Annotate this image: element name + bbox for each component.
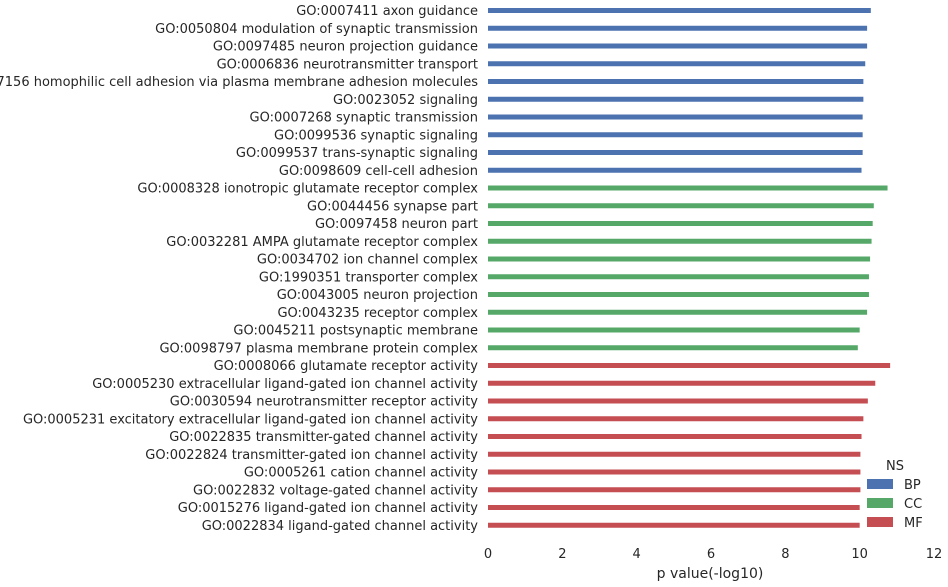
x-tick-label: 6 [707, 547, 715, 562]
legend-title: NS [886, 459, 904, 474]
category-label: GO:0022832 voltage-gated channel activit… [193, 483, 478, 498]
legend-swatch-bp [867, 479, 893, 489]
bar-go-0022824 [488, 451, 861, 457]
category-label: GO:0097458 neuron part [315, 217, 478, 232]
bar-go-0097458 [488, 221, 873, 226]
bar-go-1990351 [488, 274, 869, 280]
legend: NS BP CC MF [867, 459, 923, 531]
bar-go-0022832 [488, 487, 861, 493]
category-label: GO:0005231 excitatory extracellular liga… [23, 412, 478, 427]
category-label: GO:0034702 ion channel complex [257, 253, 478, 268]
category-label: GO:0032281 AMPA glutamate receptor compl… [166, 235, 478, 250]
bar-go-0030594 [488, 398, 868, 404]
bar-go-0007268 [488, 114, 863, 120]
category-label: GO:0015276 ligand-gated ion channel acti… [178, 501, 479, 516]
bar-go-0006836 [488, 61, 866, 67]
bar-go-0005230 [488, 380, 876, 386]
bar-go-0032281 [488, 238, 872, 244]
category-label: GO:0007268 synaptic transmission [250, 111, 478, 126]
category-label: GO:0045211 postsynaptic membrane [233, 324, 478, 339]
bar-go-0007156 [488, 79, 864, 84]
bar-go-0008328 [488, 185, 888, 191]
x-axis-ticks: 0 2 4 6 8 10 12 [484, 547, 942, 562]
bar-go-0005231 [488, 416, 864, 422]
category-label: GO:0044456 synapse part [307, 199, 478, 214]
x-tick-label: 10 [851, 547, 868, 562]
category-label: GO:0030594 neurotransmitter receptor act… [170, 395, 479, 410]
category-label: GO:0007156 homophilic cell adhesion via … [0, 75, 478, 90]
bar-go-0034702 [488, 256, 871, 262]
category-label: GO:0008066 glutamate receptor activity [214, 359, 479, 374]
legend-swatch-cc [867, 498, 893, 508]
bar-go-0045211 [488, 327, 860, 333]
x-tick-label: 2 [558, 547, 566, 562]
bar-go-0015276 [488, 505, 860, 510]
category-labels: GO:0007411 axon guidance GO:0050804 modul… [0, 4, 478, 534]
x-tick-label: 0 [484, 547, 492, 562]
category-label: GO:0023052 signaling [333, 93, 478, 108]
category-label: GO:0022835 transmitter-gated channel act… [169, 430, 478, 445]
bar-go-0043235 [488, 309, 868, 315]
category-label: GO:0022824 transmitter-gated ion channel… [145, 448, 478, 463]
bar-go-0098797 [488, 345, 858, 351]
category-label: GO:0006836 neurotransmitter transport [217, 57, 478, 72]
category-label: GO:0043005 neuron projection [277, 288, 478, 303]
bar-go-0022835 [488, 434, 862, 439]
legend-swatch-mf [867, 517, 893, 527]
bar-go-0099536 [488, 132, 863, 138]
bars-layer [488, 8, 891, 528]
bar-go-0099537 [488, 150, 863, 155]
category-label: GO:0098797 plasma membrane protein compl… [159, 341, 478, 356]
bar-go-0097485 [488, 43, 868, 49]
category-label: GO:0043235 receptor complex [277, 306, 478, 321]
category-label: GO:0099536 synaptic signaling [274, 128, 478, 143]
category-label: GO:0005230 extracellular ligand-gated io… [92, 377, 478, 392]
bar-go-0007411 [488, 8, 871, 13]
bar-go-0043005 [488, 292, 869, 297]
legend-label-mf: MF [904, 516, 923, 531]
category-label: GO:1990351 transporter complex [259, 270, 478, 285]
category-label: GO:0050804 modulation of synaptic transm… [155, 22, 478, 37]
x-axis-label: p value(-log10) [657, 566, 764, 582]
x-tick-label: 8 [781, 547, 789, 562]
bar-go-0050804 [488, 25, 868, 31]
category-label: GO:0007411 axon guidance [296, 4, 478, 19]
bar-go-0044456 [488, 203, 874, 209]
category-label: GO:0008328 ionotropic glutamate receptor… [137, 182, 478, 197]
x-tick-label: 12 [926, 547, 943, 562]
x-tick-label: 4 [633, 547, 641, 562]
legend-label-bp: BP [904, 478, 921, 493]
legend-label-cc: CC [904, 497, 922, 512]
category-label: GO:0099537 trans-synaptic signaling [236, 146, 478, 161]
category-label: GO:0097485 neuron projection guidance [213, 40, 478, 55]
bar-go-0005261 [488, 469, 861, 475]
category-label: GO:0098609 cell-cell adhesion [279, 164, 478, 179]
bar-go-0098609 [488, 167, 862, 173]
bar-go-0022834 [488, 522, 860, 528]
bar-go-0008066 [488, 363, 891, 368]
category-label: GO:0022834 ligand-gated channel activity [202, 519, 479, 534]
bar-go-0023052 [488, 96, 864, 102]
category-label: GO:0005261 cation channel activity [244, 466, 478, 481]
